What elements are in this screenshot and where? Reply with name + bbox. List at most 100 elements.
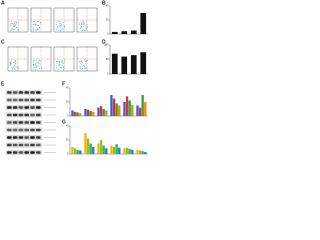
event-dot [60,23,61,24]
event-dot [32,59,34,61]
y-tick-label: 0 [67,153,69,156]
event-dot [83,30,85,31]
bar [115,103,118,116]
event-dot [11,29,13,31]
bar [102,109,105,116]
event-dot [56,62,58,64]
bar [125,96,129,116]
bar [111,53,118,74]
bar [92,111,95,116]
panel-label: D [102,39,106,45]
event-dot [39,22,41,23]
event-dot [82,62,83,64]
event-dot [12,67,14,69]
event-dot [33,24,34,25]
event-dot [85,66,86,68]
event-dot [61,59,63,61]
event-dot [37,62,39,63]
event-dot [33,21,35,23]
event-dot [85,60,87,62]
event-dot [85,61,86,62]
event-dot [15,27,17,28]
bar [71,147,74,154]
event-dot [36,65,38,66]
event-dot [18,22,19,24]
blot-band [18,113,24,117]
event-dot [82,22,84,23]
event-dot [15,66,17,68]
blot-band [30,143,35,147]
event-dot [63,66,65,68]
event-dot [11,66,13,68]
event-dot [10,61,12,62]
event-dot [79,24,80,25]
event-dot [16,66,18,68]
event-dot [16,21,18,23]
event-dot [17,69,18,71]
blot-band [18,121,24,124]
panel-label: G [62,119,66,125]
y-tick-label: 50 [106,58,109,61]
bar [140,13,147,34]
bar [84,109,87,116]
bar [144,102,147,116]
event-dot [61,22,63,24]
event-dot [32,69,34,71]
event-dot [60,67,62,69]
event-dot [79,66,81,67]
event-dot [58,66,60,68]
event-dot [33,64,35,66]
event-dot [61,62,63,64]
bar [110,145,113,154]
event-dot [34,65,36,67]
blot-band [30,98,35,102]
event-dot [17,29,19,30]
event-dot [63,67,64,68]
event-dot [81,26,82,28]
bar [140,52,147,74]
bar [138,107,142,116]
event-dot [15,60,16,61]
bar [73,148,77,154]
blot-band [18,91,24,94]
bar [123,102,126,116]
event-dot [10,22,12,24]
blot-band [7,136,12,139]
event-dot [86,24,88,25]
event-dot [60,27,61,29]
event-dot [81,60,82,62]
blot-strip [6,97,42,103]
event-dot [58,29,60,31]
event-dot [62,28,64,30]
event-dot [58,24,60,26]
event-dot [16,27,18,28]
bar [79,113,82,116]
y-tick-label: 0 [107,33,109,36]
blot-band [36,113,41,117]
y-tick-label: 40 [66,87,69,90]
event-dot [11,59,12,61]
event-dot [85,26,87,28]
bar [131,104,134,116]
event-dot [11,21,12,22]
event-dot [34,28,36,30]
event-dot [56,65,58,67]
blot-band [12,91,18,94]
event-dot [64,68,66,70]
event-dot [13,23,15,24]
blot-band [36,121,41,124]
event-dot [13,68,15,70]
event-dot [84,59,86,61]
event-dot [32,24,34,25]
event-dot [38,59,40,61]
event-dot [14,66,16,67]
bar [123,148,126,154]
event-dot [61,65,63,67]
event-dot [15,61,16,62]
event-dot [60,62,62,64]
event-dot [14,25,16,27]
event-dot [35,24,36,25]
event-dot [15,63,16,65]
bar [89,143,92,154]
blot-band [30,91,35,94]
